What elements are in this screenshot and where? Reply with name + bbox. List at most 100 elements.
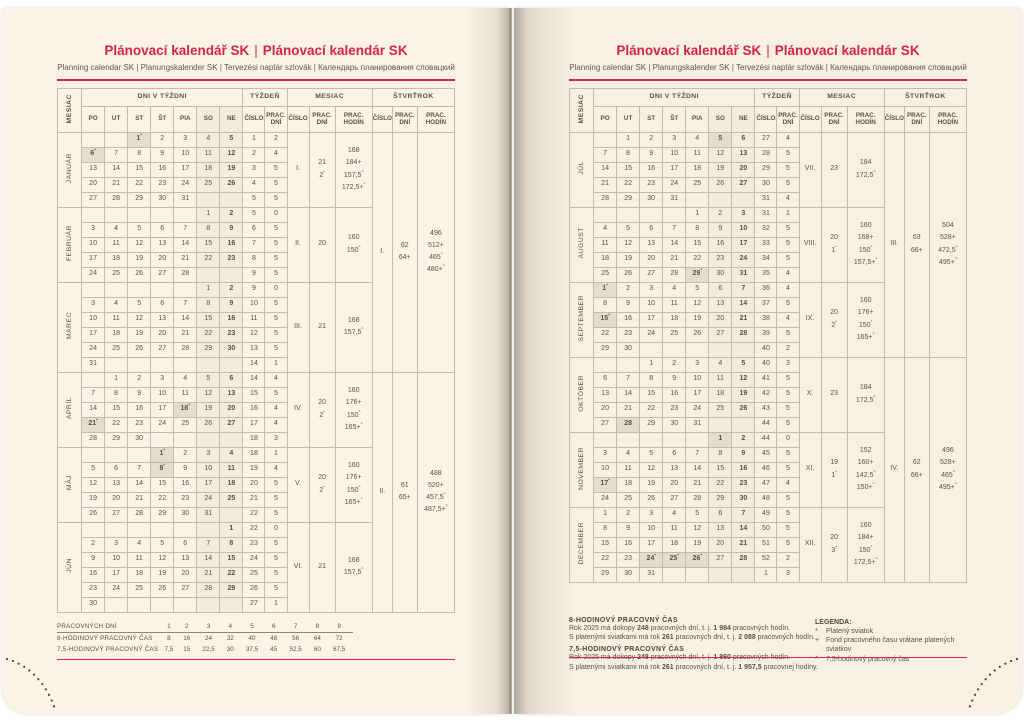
- week-number-cell: 29: [754, 161, 778, 178]
- header-day-5: PIA: [173, 105, 198, 133]
- month-number-cell: XII.: [798, 506, 822, 583]
- day-cell: 30: [708, 266, 733, 283]
- week-workdays-cell: 5: [776, 236, 800, 253]
- week-row: 27 28 29 30 31 44 5: [570, 416, 967, 433]
- day-cell: 9: [219, 296, 244, 313]
- week-row: 26 27 28 29 30 31 22 5: [58, 506, 455, 523]
- week-number-cell: 23: [242, 536, 266, 553]
- week-workdays-cell: 5: [776, 251, 800, 268]
- day-cell: 16: [219, 236, 244, 253]
- month-number-cell: IV.: [286, 371, 310, 448]
- day-cell: 26: [150, 581, 175, 598]
- day-cell: 21: [196, 566, 221, 583]
- week-workdays-cell: 5: [264, 161, 288, 178]
- summary-line: Rok 2025 má dokopy 248 pracovných dní, t…: [569, 624, 791, 632]
- day-cell: 2: [81, 536, 106, 553]
- day-cell: 8: [196, 296, 221, 313]
- week-number-cell: 14: [242, 371, 266, 388]
- right-footer: 8-HODINOVÝ PRACOVNÝ ČAS Rok 2025 má dokop…: [569, 617, 967, 679]
- day-cell: 28: [127, 506, 152, 523]
- day-cell: 31: [173, 191, 198, 208]
- day-cell: 10: [81, 236, 106, 253]
- week-row: 2 3 4 5 6 7 8 23 5: [58, 536, 455, 553]
- day-cell: 12: [127, 236, 152, 253]
- month-workdays-cell: 20 3*: [820, 506, 848, 583]
- day-cell: 13: [593, 386, 618, 403]
- day-cell: 17*: [593, 476, 618, 493]
- week-workdays-cell: 4: [776, 311, 800, 328]
- week-workdays-cell: 5: [264, 341, 288, 358]
- day-cell: 23: [81, 581, 106, 598]
- week-number-cell: 30: [754, 176, 778, 193]
- day-cell: 26*: [685, 551, 710, 568]
- day-cell: 7: [731, 281, 756, 298]
- header-day-6: SO: [708, 105, 733, 133]
- day-cell: 26: [639, 491, 664, 508]
- day-cell: [81, 521, 106, 538]
- day-cell: 11: [616, 461, 641, 478]
- month-name-cell: MÁJ: [56, 446, 83, 523]
- day-cell: 22: [593, 551, 618, 568]
- day-cell: [81, 446, 106, 463]
- day-cell: 23: [708, 251, 733, 268]
- week-row: 3 4 5 6 7 8 9 45 5: [570, 446, 967, 463]
- day-cell: 29: [150, 506, 175, 523]
- legend-symbol: +: [815, 636, 820, 644]
- day-cell: [708, 566, 733, 583]
- header-quarter-group: ŠTVRŤROK: [371, 87, 456, 107]
- day-cell: 2: [731, 431, 756, 448]
- week-row: 18 19 20 21 22 23 24 34 5: [570, 251, 967, 268]
- day-cell: [173, 521, 198, 538]
- header-day-3: ST: [639, 105, 664, 133]
- day-cell: [104, 131, 129, 148]
- week-row: 10 11 12 13 14 15 16 46 5: [570, 461, 967, 478]
- day-cell: 7: [196, 536, 221, 553]
- day-cell: 15: [616, 161, 641, 178]
- day-cell: 22: [104, 416, 129, 433]
- quarter-hours-cell: 488 520+ 457,5^ 487,5+^: [416, 371, 456, 613]
- day-cell: 5: [685, 506, 710, 523]
- day-cell: 23: [219, 326, 244, 343]
- month-workdays-cell: 21: [308, 521, 336, 613]
- week-number-cell: 37: [754, 296, 778, 313]
- week-workdays-cell: 5: [776, 491, 800, 508]
- week-workdays-cell: 5: [776, 161, 800, 178]
- week-number-cell: 50: [754, 521, 778, 538]
- reference-row: PRACOVNÝCH DNÍ 1 2 3 4 5 6 7 8 9: [57, 621, 353, 633]
- day-cell: 10: [81, 311, 106, 328]
- day-cell: 7: [173, 221, 198, 238]
- day-cell: 14: [196, 551, 221, 568]
- day-cell: 19: [150, 566, 175, 583]
- day-cell: [173, 356, 198, 373]
- reference-value: 45: [270, 645, 278, 653]
- day-cell: 12: [150, 551, 175, 568]
- month-workdays-cell: 21: [308, 281, 336, 373]
- day-cell: 1: [616, 131, 641, 148]
- day-cell: 28: [173, 266, 198, 283]
- header-day-5: PIA: [685, 105, 710, 133]
- month-hours-cell: 160 168+ 150^ 157,5+^: [846, 206, 885, 283]
- reference-value: 7: [281, 621, 310, 633]
- quarter-workdays-cell: 61 65+: [391, 371, 418, 613]
- week-workdays-cell: 0: [264, 281, 288, 298]
- week-workdays-cell: 5: [264, 536, 288, 553]
- day-cell: 3: [81, 296, 106, 313]
- week-number-cell: 1: [242, 131, 266, 148]
- day-cell: 17: [196, 476, 221, 493]
- day-cell: 24: [173, 176, 198, 193]
- day-cell: 17: [173, 161, 198, 178]
- reference-value: 7,5: [164, 645, 174, 653]
- week-number-cell: 9: [242, 266, 266, 283]
- week-workdays-cell: 5: [264, 236, 288, 253]
- day-cell: [708, 416, 733, 433]
- day-cell: 1: [593, 506, 618, 523]
- day-cell: 27: [104, 506, 129, 523]
- day-cell: 11: [593, 236, 618, 253]
- week-row: 28 29 30 31 31 4: [570, 191, 967, 208]
- day-cell: 28: [593, 191, 618, 208]
- day-cell: 12: [685, 296, 710, 313]
- day-cell: 25: [616, 491, 641, 508]
- legend-title: LEGENDA:: [815, 618, 852, 626]
- week-row: APRÍL 1 2 3 4 5 6 14 4 IV. 20 2* 160 176+ 150^ 165+^ II.…: [56, 371, 456, 613]
- day-cell: 5: [731, 356, 756, 373]
